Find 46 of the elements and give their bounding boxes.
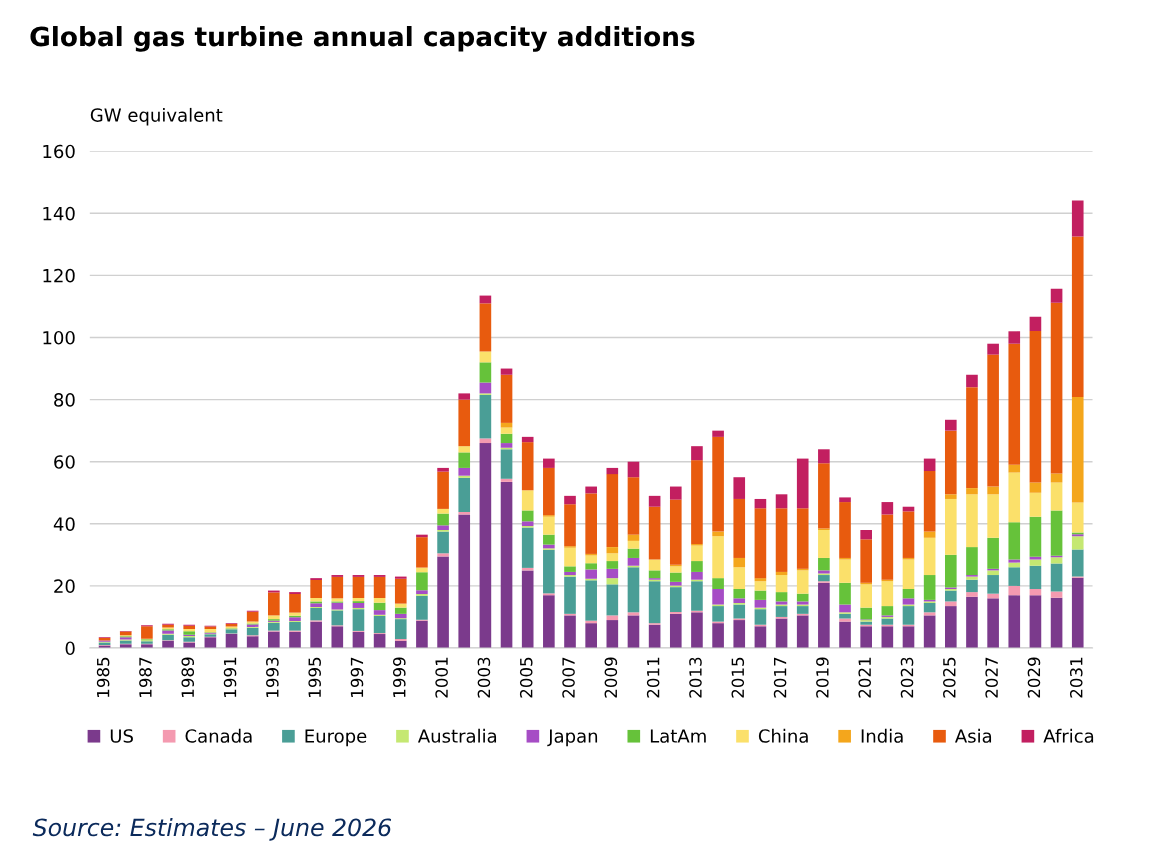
x-tick-label: 1993 [266,657,279,697]
x-tick-label: 2025 [943,657,956,698]
x-tick-label: 2007 [562,657,575,698]
x-tick-label: 1999 [392,657,406,697]
y-tick-label: 140 [43,206,75,221]
x-tick-label: 1989 [181,657,195,697]
x-tick-label: 2009 [604,657,618,698]
y-tick-label: 80 [54,393,75,407]
legend-label: US [110,729,133,743]
x-tick-label: 1995 [308,657,321,697]
x-tick-label: 1997 [350,657,364,697]
legend-label: Japan [547,729,598,747]
y-axis-title: GW equivalent [90,107,223,126]
x-tick-label: 2029 [1027,657,1041,698]
x-tick-label: 2005 [519,657,533,698]
legend-label: Australia [417,728,497,743]
x-tick-label: 2019 [816,657,829,698]
x-tick-label: 2001 [435,657,448,698]
x-tick-label: 1985 [96,657,110,697]
legend-label: Europe [305,729,367,747]
x-tick-label: 2011 [646,657,660,698]
y-tick-label: 20 [54,579,75,594]
x-tick-label: 1987 [139,657,152,697]
x-tick-label: 2023 [900,657,914,698]
legend-label: Canada [185,728,252,743]
x-tick-label: 2015 [731,657,745,698]
y-tick-label: 160 [43,144,75,159]
y-tick-label: 60 [54,455,75,469]
legend-label: China [758,728,808,743]
x-tick-label: 2003 [477,657,491,698]
legend-label: Africa [1043,728,1094,743]
legend-label: India [861,728,903,743]
x-tick-label: 2031 [1069,657,1083,698]
x-tick-label: 2021 [858,657,872,698]
x-tick-label: 1991 [223,657,237,697]
legend-label: LatAm [650,729,706,743]
legend-label: Asia [954,728,992,743]
source-note: Source: Estimates – June 2026 [32,818,392,841]
chart-title: Global gas turbine annual capacity additions [30,26,695,52]
x-tick-label: 2013 [689,657,702,698]
y-tick-label: 100 [43,330,75,345]
x-tick-label: 2027 [985,657,998,698]
x-tick-label: 2017 [773,657,787,698]
y-tick-label: 120 [43,268,75,283]
y-tick-label: 0 [65,641,75,656]
y-tick-label: 40 [53,517,75,531]
